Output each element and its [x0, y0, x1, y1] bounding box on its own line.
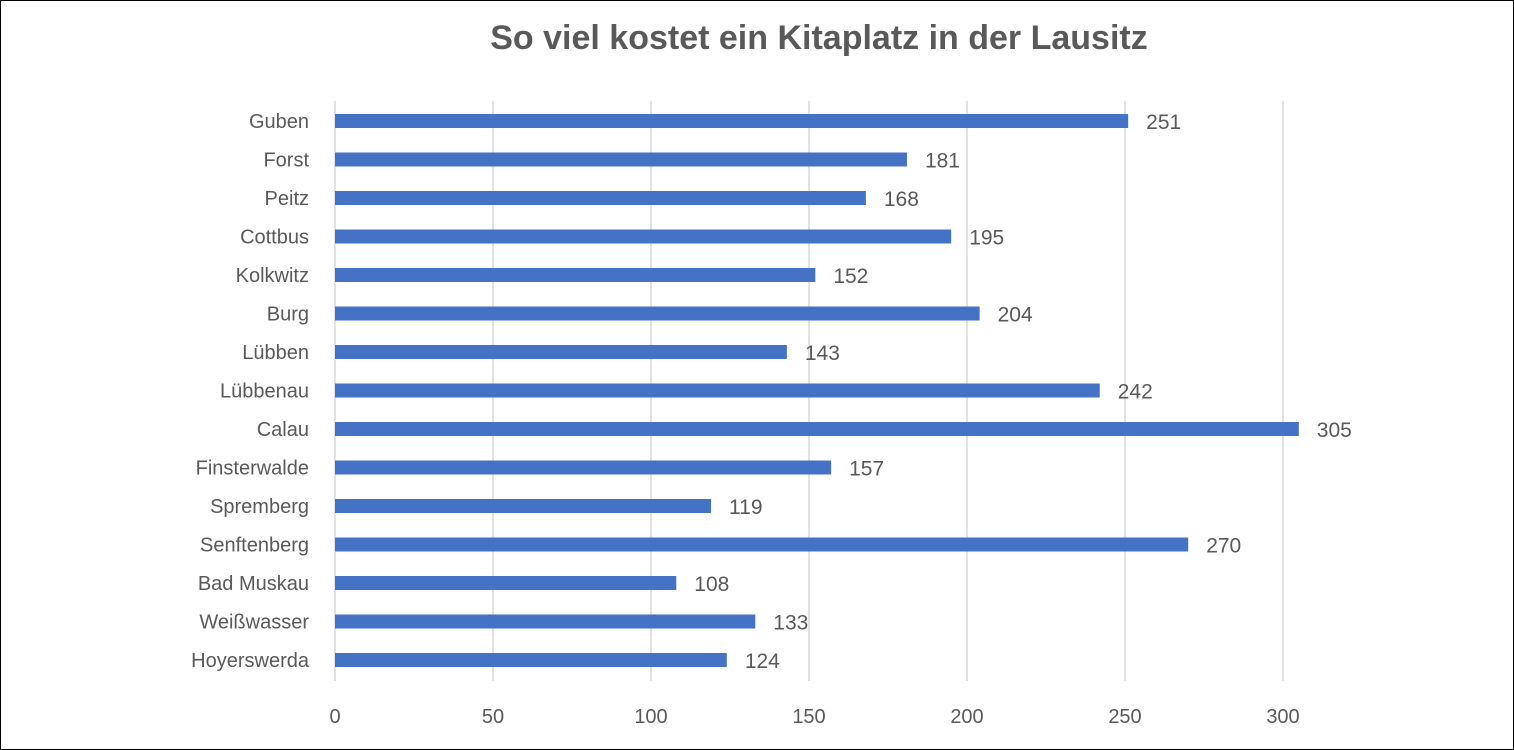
category-label: Finsterwalde [196, 458, 309, 480]
bar [335, 499, 712, 513]
x-tick-label: 0 [329, 706, 340, 728]
data-label: 305 [1317, 419, 1352, 442]
x-tick-label: 100 [634, 706, 667, 728]
bar [335, 460, 832, 475]
data-label: 108 [694, 573, 729, 596]
data-label: 242 [1118, 381, 1153, 404]
bar [335, 345, 787, 359]
x-tick-label: 250 [1108, 706, 1141, 728]
category-label: Forst [263, 150, 309, 172]
data-label: 195 [969, 227, 1004, 250]
bar [335, 114, 1129, 128]
bar [335, 306, 980, 321]
category-label: Cottbus [240, 227, 309, 249]
category-label: Senftenberg [200, 535, 309, 557]
bar [335, 422, 1299, 436]
x-tick-label: 150 [792, 706, 825, 728]
category-label: Guben [249, 111, 309, 133]
category-label: Kolkwitz [236, 265, 309, 287]
bar [335, 576, 677, 590]
data-label: 168 [884, 188, 919, 211]
category-label: Calau [257, 419, 309, 441]
data-label: 124 [745, 650, 780, 673]
x-tick-label: 300 [1266, 706, 1299, 728]
category-label: Lübben [242, 342, 309, 364]
category-label: Peitz [265, 188, 309, 210]
category-label: Spremberg [210, 496, 309, 518]
category-label: Lübbenau [220, 381, 309, 403]
data-label: 157 [849, 458, 884, 481]
data-label: 251 [1146, 111, 1181, 134]
bar [335, 152, 907, 167]
category-label: Weißwasser [199, 612, 309, 634]
data-label: 119 [729, 496, 762, 519]
bar [335, 537, 1189, 552]
bar [335, 383, 1100, 398]
data-label: 270 [1206, 535, 1241, 558]
x-tick-label: 50 [482, 706, 504, 728]
data-label: 152 [833, 265, 868, 288]
data-label: 181 [925, 150, 960, 173]
category-label: Bad Muskau [198, 573, 309, 595]
bar [335, 191, 866, 205]
data-label: 204 [998, 304, 1033, 327]
category-label: Burg [267, 304, 309, 326]
category-label: Hoyerswerda [191, 650, 310, 672]
x-tick-label: 200 [950, 706, 983, 728]
data-label: 133 [773, 612, 808, 635]
data-label: 143 [805, 342, 840, 365]
bar [335, 268, 816, 282]
chart-title: So viel kostet ein Kitaplatz in der Laus… [490, 19, 1148, 57]
bar [335, 229, 952, 244]
bar [335, 614, 756, 629]
bar [335, 653, 727, 667]
